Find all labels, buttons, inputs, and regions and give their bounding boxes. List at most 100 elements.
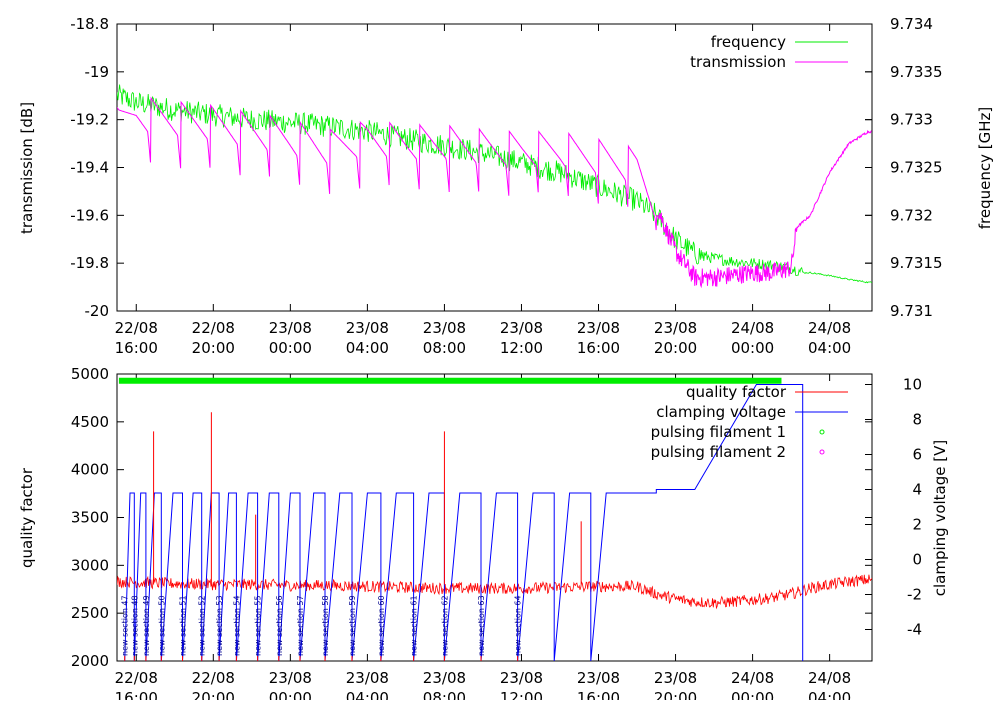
x-tick-time: 04:00 xyxy=(808,689,851,700)
x-tick-date: 23/08 xyxy=(423,669,466,687)
legend-label-filament2: pulsing filament 2 xyxy=(651,443,786,461)
y-ticks-right-bottom: -4 -2 0 2 4 6 8 10 xyxy=(865,376,922,639)
x-tick-time: 16:00 xyxy=(115,689,158,700)
y-tick-label: -19 xyxy=(85,63,110,81)
x-tick-time: 00:00 xyxy=(269,339,312,357)
x-tick-date: 22/08 xyxy=(192,319,235,337)
x-ticks-top: 22/08 16:00 22/08 20:00 23/08 00:00 23/08 04:00… xyxy=(115,24,851,357)
x-tick-time: 20:00 xyxy=(192,339,235,357)
y2-axis-label-frequency: frequency [GHz] xyxy=(976,107,994,229)
y-tick-label: 3000 xyxy=(71,556,109,574)
y2-tick-label: 9.733 xyxy=(890,111,933,129)
x-tick-date: 23/08 xyxy=(269,669,312,687)
section-annotation-label: new section 61 xyxy=(410,595,419,656)
x-tick-time: 20:00 xyxy=(654,689,697,700)
section-annotation-label: new section 57 xyxy=(296,595,305,656)
x-tick-date: 23/08 xyxy=(654,669,697,687)
y2-tick-label: 6 xyxy=(912,446,922,464)
x-tick-time: 20:00 xyxy=(654,339,697,357)
panel-quality-clamping: 2000 2500 3000 3500 4000 4500 5000 -4 -2 0 2 4 6 8 10… xyxy=(18,365,949,704)
x-tick-date: 22/08 xyxy=(192,669,235,687)
x-tick-time: 08:00 xyxy=(423,689,466,700)
y-tick-label: -19.8 xyxy=(70,254,109,272)
y2-tick-label: 8 xyxy=(912,411,922,429)
section-annotation-label: new section 48 xyxy=(130,595,139,656)
y2-tick-label: -2 xyxy=(907,586,922,604)
section-annotations: new section 47 new section 48 new section … xyxy=(121,595,523,661)
y-tick-label: 4000 xyxy=(71,461,109,479)
legend-bottom: quality factor clamping voltage pulsing … xyxy=(651,383,848,461)
section-annotation-label: new section 54 xyxy=(232,595,241,656)
x-tick-time: 04:00 xyxy=(346,339,389,357)
x-tick-date: 23/08 xyxy=(346,669,389,687)
y2-tick-label: 4 xyxy=(912,481,922,499)
legend-label-frequency: frequency xyxy=(711,33,786,51)
y-ticks-right-top: 9.731 9.7315 9.732 9.7325 9.733 9.7335 9.734 xyxy=(865,15,943,320)
series-line-transmission xyxy=(117,96,872,289)
y2-tick-label: 9.734 xyxy=(890,15,933,33)
section-annotation-label: new section 51 xyxy=(178,595,187,656)
section-annotation-label: new section 47 xyxy=(121,595,130,656)
x-tick-time: 12:00 xyxy=(500,339,543,357)
x-tick-date: 23/08 xyxy=(500,319,543,337)
y-tick-label: -19.6 xyxy=(70,206,109,224)
x-tick-date: 22/08 xyxy=(115,319,158,337)
x-tick-date: 23/08 xyxy=(654,319,697,337)
section-annotation-label: new section 56 xyxy=(275,595,284,656)
x-tick-time: 00:00 xyxy=(731,689,774,700)
x-tick-date: 22/08 xyxy=(115,669,158,687)
x-tick-date: 23/08 xyxy=(500,669,543,687)
x-tick-date: 23/08 xyxy=(346,319,389,337)
section-annotation-label: new section 59 xyxy=(348,595,357,656)
x-tick-time: 00:00 xyxy=(269,689,312,700)
y-axis-label-transmission: transmission [dB] xyxy=(18,102,36,234)
y2-tick-label: 9.731 xyxy=(890,302,933,320)
section-annotation-label: new section 49 xyxy=(142,595,151,656)
y-tick-label: -19.4 xyxy=(70,159,109,177)
legend-top: frequency transmission xyxy=(690,33,848,71)
y-tick-label: 3500 xyxy=(71,509,109,527)
legend-marker-filament1 xyxy=(819,429,825,435)
x-tick-date: 23/08 xyxy=(577,319,620,337)
y2-tick-label: 9.7315 xyxy=(890,254,943,272)
section-annotation-label: new section 58 xyxy=(321,595,330,656)
x-tick-date: 24/08 xyxy=(808,319,851,337)
y2-tick-label: 9.7325 xyxy=(890,159,943,177)
x-tick-date: 23/08 xyxy=(577,669,620,687)
x-tick-time: 16:00 xyxy=(577,689,620,700)
y-tick-label: 2500 xyxy=(71,604,109,622)
section-annotation-label: new section 55 xyxy=(254,595,263,656)
panel-transmission-frequency: -20-19.8-19.6-19.4-19.2-19-18.8 9.7319.7… xyxy=(18,15,994,357)
y2-tick-label: -4 xyxy=(907,621,922,639)
x-tick-time: 08:00 xyxy=(423,339,466,357)
x-tick-time: 16:00 xyxy=(577,339,620,357)
y2-tick-label: 9.7335 xyxy=(890,63,943,81)
section-annotation-label: new section 63 xyxy=(477,595,486,656)
x-tick-date: 24/08 xyxy=(731,319,774,337)
y-ticks-left-bottom: 2000 2500 3000 3500 4000 4500 5000 xyxy=(71,365,872,670)
x-tick-date: 23/08 xyxy=(269,319,312,337)
y-ticks-left-top: -20 -19.8 -19.6 -19.4 -19.2 -19 -18.8 xyxy=(70,15,872,320)
section-annotation-label: new section 52 xyxy=(198,595,207,656)
section-annotation-label: new section 64 xyxy=(514,595,523,656)
x-tick-date: 23/08 xyxy=(423,319,466,337)
legend-marker-filament2 xyxy=(819,449,825,455)
section-annotation-label: new section 53 xyxy=(215,595,224,656)
legend-label-transmission: transmission xyxy=(690,53,786,71)
x-tick-time: 16:00 xyxy=(115,339,158,357)
x-tick-date: 24/08 xyxy=(731,669,774,687)
legend-label-clamping: clamping voltage xyxy=(656,403,786,421)
x-tick-time: 04:00 xyxy=(808,339,851,357)
section-annotation-label: new section 60 xyxy=(377,595,386,656)
y-tick-label: -20 xyxy=(85,302,110,320)
x-tick-time: 00:00 xyxy=(731,339,774,357)
legend-label-filament1: pulsing filament 1 xyxy=(651,423,786,441)
y-axis-label-quality: quality factor xyxy=(18,467,36,568)
series-line-quality-factor xyxy=(117,574,872,610)
y-tick-label: 4500 xyxy=(71,413,109,431)
x-tick-time: 12:00 xyxy=(500,689,543,700)
x-tick-time: 20:00 xyxy=(192,689,235,700)
series-group-top xyxy=(117,84,872,289)
